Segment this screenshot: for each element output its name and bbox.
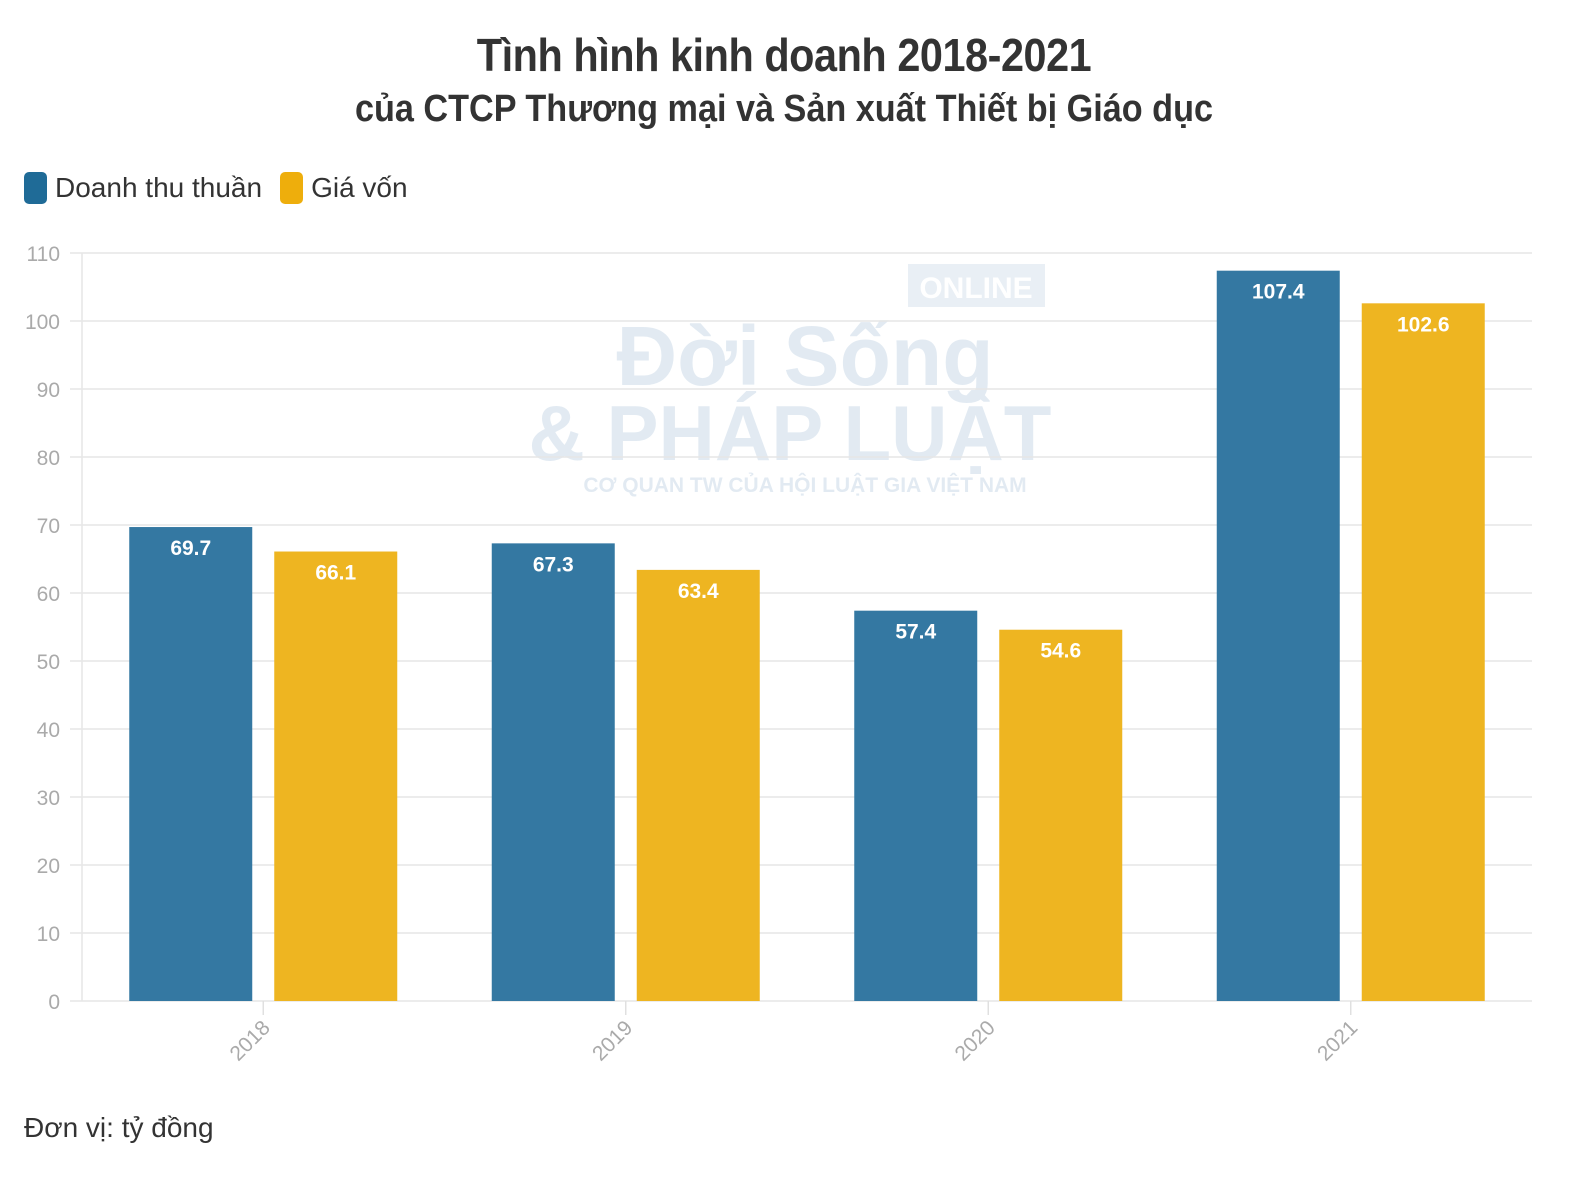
legend-swatch-revenue <box>24 172 47 204</box>
data-label: 69.7 <box>170 537 211 560</box>
bar-2020-cost <box>999 629 1123 1001</box>
y-tick-label: 70 <box>37 515 60 538</box>
svg-text:Đời Sống: Đời Sống <box>616 309 993 403</box>
x-tick-label: 2020 <box>950 1016 999 1065</box>
x-tick-label: 2019 <box>588 1016 637 1065</box>
chart-subtitle: của CTCP Thương mại và Sản xuất Thiết bị… <box>354 88 1213 130</box>
bar-2021-revenue <box>1216 270 1340 1001</box>
bar-2019-revenue <box>491 543 615 1001</box>
legend-item-cost[interactable]: Giá vốn <box>280 172 408 204</box>
data-label: 107.4 <box>1252 281 1305 304</box>
bar-2018-revenue <box>129 527 253 1001</box>
y-tick-label: 80 <box>37 447 60 470</box>
y-tick-label: 10 <box>37 923 60 946</box>
y-tick-label: 0 <box>48 991 60 1014</box>
y-tick-label: 60 <box>37 583 60 606</box>
legend-item-revenue[interactable]: Doanh thu thuần <box>24 172 262 204</box>
svg-text:ONLINE: ONLINE <box>919 272 1032 305</box>
data-label: 54.6 <box>1040 640 1081 663</box>
legend: Doanh thu thuần Giá vốn <box>24 172 426 204</box>
y-tick-label: 40 <box>37 719 60 742</box>
legend-label-cost: Giá vốn <box>311 172 408 203</box>
y-tick-label: 100 <box>25 311 60 334</box>
y-tick-label: 20 <box>37 855 60 878</box>
data-label: 67.3 <box>533 553 574 576</box>
y-tick-label: 110 <box>27 243 60 266</box>
x-tick-label: 2018 <box>225 1016 274 1065</box>
data-label: 66.1 <box>315 562 356 585</box>
bar-2018-cost <box>274 551 398 1001</box>
data-label: 63.4 <box>678 580 719 603</box>
y-tick-label: 90 <box>37 379 60 402</box>
data-label: 102.6 <box>1397 313 1450 336</box>
y-tick-label: 50 <box>37 651 60 674</box>
svg-text:& PHÁP LUẬT: & PHÁP LUẬT <box>529 389 1052 477</box>
bar-2019-cost <box>636 569 760 1001</box>
legend-label-revenue: Doanh thu thuần <box>55 172 263 203</box>
bar-2020-revenue <box>854 610 978 1001</box>
unit-note: Đơn vị: tỷ đồng <box>24 1112 214 1143</box>
legend-swatch-cost <box>280 172 304 204</box>
chart-title: Tình hình kinh doanh 2018-2021 <box>476 29 1092 81</box>
y-tick-label: 30 <box>37 787 60 810</box>
watermark-logo: ONLINE Đời Sống & PHÁP LUẬT CƠ QUAN TW C… <box>529 264 1052 497</box>
data-label: 57.4 <box>895 621 936 644</box>
svg-text:CƠ QUAN TW CỦA HỘI LUẬT GIA VI: CƠ QUAN TW CỦA HỘI LUẬT GIA VIỆT NAM <box>583 473 1026 497</box>
bar-2021-cost <box>1361 303 1485 1001</box>
x-tick-label: 2021 <box>1313 1016 1362 1065</box>
